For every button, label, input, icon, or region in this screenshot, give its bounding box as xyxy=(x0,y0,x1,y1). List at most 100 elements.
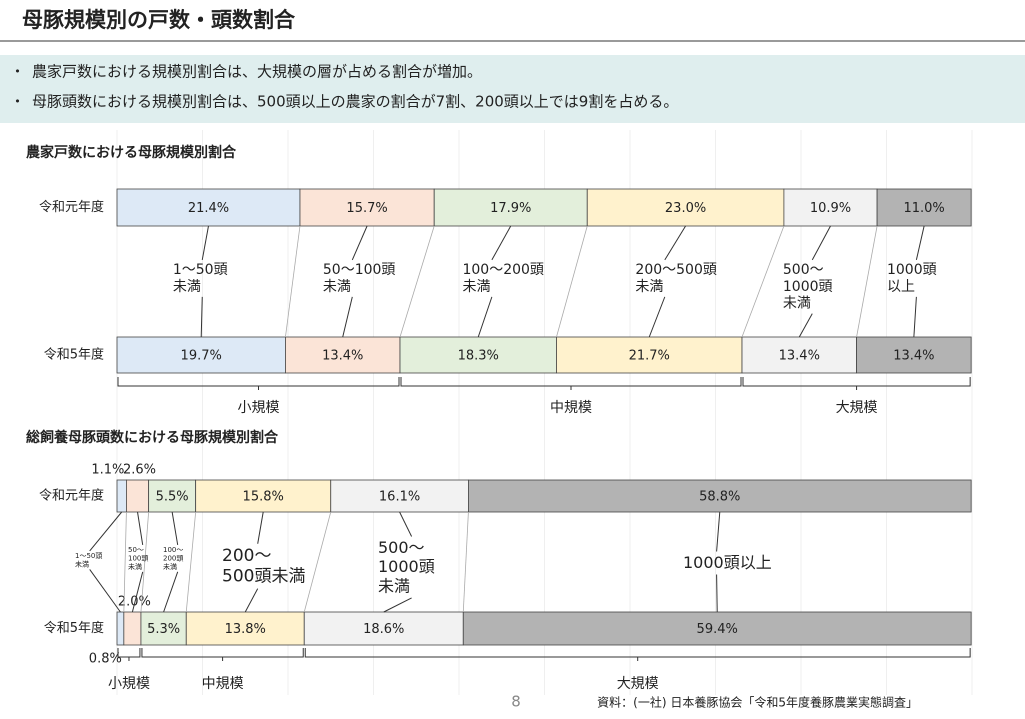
bar-segment xyxy=(148,479,197,513)
bar-segment xyxy=(303,611,464,646)
connector xyxy=(140,511,150,613)
bar-segment xyxy=(433,188,588,227)
connector xyxy=(556,225,588,338)
connector xyxy=(856,225,878,338)
series-name: 1000頭以上 xyxy=(683,553,772,572)
series-name: 50〜100頭未満 xyxy=(323,262,396,295)
series-name: 1〜50頭未満 xyxy=(75,552,102,568)
connector xyxy=(462,511,469,613)
group-label: 小規模 xyxy=(108,676,150,692)
series-name-line: 未満 xyxy=(635,279,663,295)
series-name: 200〜500頭未満 xyxy=(222,546,305,586)
value-label: 18.6% xyxy=(363,622,404,637)
bar-segment xyxy=(285,336,401,374)
value-label: 5.3% xyxy=(147,622,180,637)
series-name-line: 以上 xyxy=(887,279,915,295)
group-label: 小規模 xyxy=(238,400,280,416)
series-name-line: 500頭未満 xyxy=(222,566,305,586)
series-name: 1000頭以上 xyxy=(887,262,937,295)
summary-box xyxy=(0,55,1025,123)
page-number: 8 xyxy=(511,693,521,711)
bar-segment xyxy=(116,611,125,646)
leader xyxy=(131,571,144,613)
bar-segment xyxy=(399,336,557,374)
leader xyxy=(811,225,831,261)
leader xyxy=(716,574,718,613)
bar-segment xyxy=(462,611,972,646)
value-label: 13.4% xyxy=(322,349,363,364)
series-name-line: 100〜200頭 xyxy=(462,262,543,278)
series-name-line: 1〜50頭 xyxy=(173,262,228,278)
leader xyxy=(716,511,721,552)
series-name-line: 50〜 xyxy=(128,546,144,554)
series-name-line: 1000頭 xyxy=(887,262,937,278)
value-label: 23.0% xyxy=(665,201,706,216)
series-name-line: 未満 xyxy=(378,576,410,595)
series-name-line: 未満 xyxy=(462,279,490,295)
group-bracket xyxy=(400,377,742,390)
value-label: 5.5% xyxy=(156,490,189,505)
leader xyxy=(89,511,123,552)
series-name: 100〜200頭未満 xyxy=(462,262,543,295)
series-name-line: 50〜100頭 xyxy=(323,262,396,278)
series-name-line: 未満 xyxy=(173,279,201,295)
series-name-line: 未満 xyxy=(128,562,142,571)
leader xyxy=(89,569,121,613)
leader xyxy=(913,296,917,338)
group-label: 中規模 xyxy=(202,676,244,692)
connector xyxy=(185,511,197,613)
connector xyxy=(285,225,301,338)
series-name: 200〜500頭未満 xyxy=(635,262,716,295)
bar-segment xyxy=(586,188,785,227)
leader xyxy=(915,225,925,261)
series-name: 50〜100頭未満 xyxy=(128,546,148,571)
bar-segment xyxy=(856,336,972,374)
bar-segment xyxy=(556,336,743,374)
value-label: 19.7% xyxy=(181,349,222,364)
leader xyxy=(342,296,353,338)
value-label: 2.0% xyxy=(118,595,151,610)
bar-segment xyxy=(741,336,857,374)
leader xyxy=(200,296,203,338)
bullet: 農家戸数における規模別割合は、大規模の層が占める割合が増加。 xyxy=(32,63,482,81)
group-bracket xyxy=(742,377,971,390)
series-name-line: 100頭 xyxy=(128,554,148,562)
group-bracket xyxy=(117,648,141,661)
bullet-dot: ・ xyxy=(10,93,25,111)
chart-title: 総飼養母豚頭数における母豚規模別割合 xyxy=(26,429,279,446)
value-label: 15.8% xyxy=(243,490,284,505)
category-label: 令和元年度 xyxy=(39,199,104,215)
series-name-line: 未満 xyxy=(323,279,351,295)
series-name: 500〜 1000頭未満 xyxy=(378,538,435,595)
source-note: 資料：(一社) 日本養豚協会「令和5年度養豚農業実態調査」 xyxy=(597,695,918,710)
value-label: 18.3% xyxy=(458,349,499,364)
value-label: 2.6% xyxy=(123,463,156,478)
bar-segment xyxy=(140,611,187,646)
connector xyxy=(741,225,785,338)
leader xyxy=(351,225,368,261)
category-label: 令和5年度 xyxy=(44,347,104,363)
category-label: 令和5年度 xyxy=(44,620,104,636)
leader xyxy=(137,511,144,546)
value-label: 21.7% xyxy=(629,349,670,364)
bar-segment xyxy=(330,479,469,513)
group-label: 中規模 xyxy=(550,400,592,416)
series-name-line: 500〜 xyxy=(783,262,824,278)
series-name-line: 1000頭以上 xyxy=(683,553,772,572)
chart-title: 農家戸数における母豚規模別割合 xyxy=(26,144,237,161)
value-label: 15.7% xyxy=(346,201,387,216)
group-bracket xyxy=(141,648,304,661)
leader xyxy=(244,588,259,613)
value-label: 21.4% xyxy=(188,201,229,216)
bullet: 母豚頭数における規模別割合は、500頭以上の農家の割合が7割、200頭以上では9… xyxy=(32,93,678,111)
series-name-line: 200頭 xyxy=(163,554,183,562)
value-label: 59.4% xyxy=(697,622,738,637)
leader xyxy=(171,511,179,546)
leader xyxy=(491,225,512,261)
category-label: 令和元年度 xyxy=(39,488,104,504)
series-name-line: 200〜500頭 xyxy=(635,262,716,278)
series-name-line: 500〜 xyxy=(378,538,425,557)
series-name: 100〜200頭未満 xyxy=(163,546,183,571)
